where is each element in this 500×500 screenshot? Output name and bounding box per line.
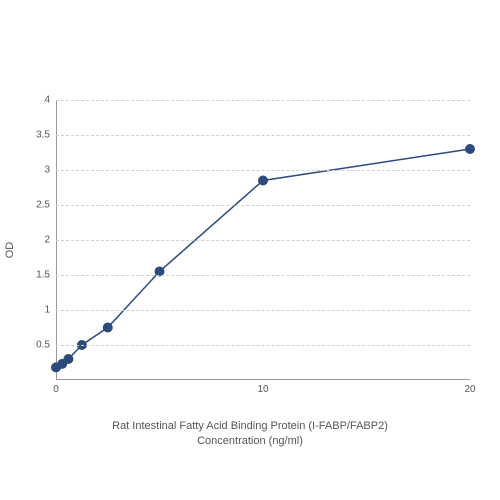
grid-line <box>56 135 470 136</box>
y-tick-label: 2 <box>44 235 56 246</box>
y-tick-label: 3 <box>44 165 56 176</box>
y-tick-label: 4 <box>44 95 56 106</box>
plot-area: 0.511.522.533.5401020 <box>56 100 470 380</box>
x-axis-label: Rat Intestinal Fatty Acid Binding Protei… <box>112 419 388 448</box>
grid-line <box>56 310 470 311</box>
grid-line <box>56 170 470 171</box>
y-tick-label: 1.5 <box>36 270 56 281</box>
plot-wrap: OD Rat Intestinal Fatty Acid Binding Pro… <box>20 90 480 410</box>
x-tick-label: 20 <box>464 380 475 395</box>
x-tick-label: 10 <box>257 380 268 395</box>
grid-line <box>56 240 470 241</box>
y-tick-label: 3.5 <box>36 130 56 141</box>
grid-line <box>56 100 470 101</box>
data-point <box>466 145 475 154</box>
x-axis-label-line2: Concentration (ng/ml) <box>197 435 303 447</box>
y-tick-label: 2.5 <box>36 200 56 211</box>
data-point <box>64 355 73 364</box>
grid-line <box>56 275 470 276</box>
data-point <box>103 323 112 332</box>
x-axis-label-line1: Rat Intestinal Fatty Acid Binding Protei… <box>112 420 388 432</box>
chart-container: OD Rat Intestinal Fatty Acid Binding Pro… <box>0 0 500 500</box>
y-axis-label: OD <box>4 242 16 259</box>
y-tick-label: 1 <box>44 305 56 316</box>
grid-line <box>56 205 470 206</box>
y-tick-label: 0.5 <box>36 340 56 351</box>
data-point <box>259 176 268 185</box>
grid-line <box>56 345 470 346</box>
x-tick-label: 0 <box>53 380 59 395</box>
